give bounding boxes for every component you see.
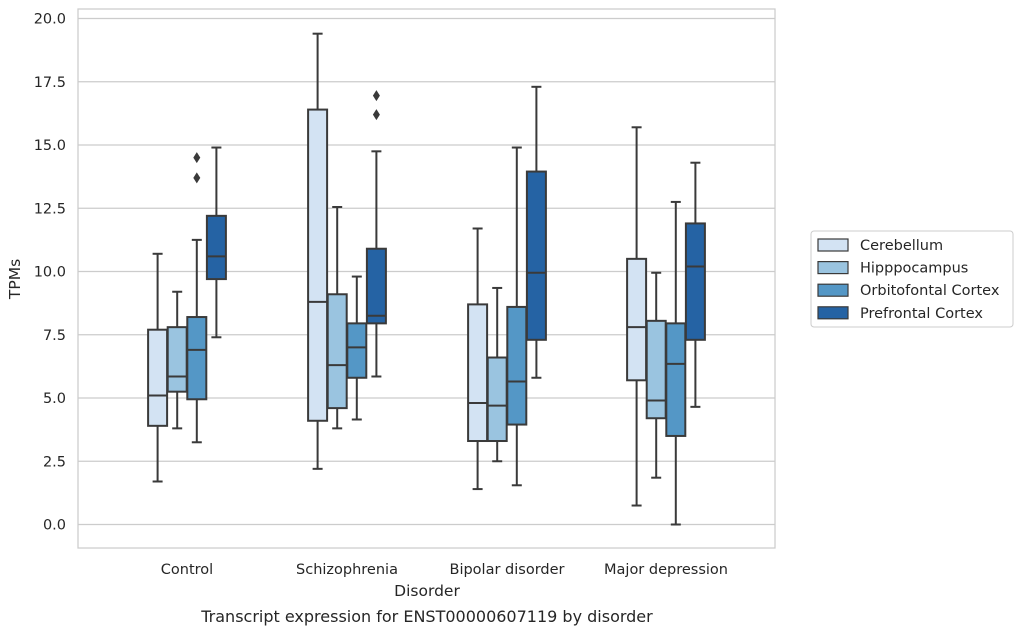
box-body — [365, 247, 387, 325]
legend-label: Cerebellum — [860, 238, 943, 254]
box-body — [684, 222, 706, 341]
box-body — [326, 293, 348, 410]
box-body — [205, 214, 227, 281]
box-hipppocampus — [645, 271, 667, 479]
outlier-point — [193, 152, 201, 164]
box-cerebellum — [467, 227, 489, 491]
box-body — [166, 326, 188, 393]
y-tick-label: 2.5 — [43, 454, 66, 470]
y-tick-label: 12.5 — [34, 201, 66, 217]
legend-swatch — [817, 283, 849, 297]
box-prefrontal-cortex — [365, 90, 387, 378]
box-hipppocampus — [326, 205, 348, 430]
box-body — [525, 170, 547, 341]
box-body — [147, 328, 169, 427]
box-body — [626, 257, 648, 382]
box-prefrontal-cortex — [684, 161, 706, 408]
x-tick-label: Schizophrenia — [296, 562, 398, 578]
gridlines — [78, 17, 775, 526]
chart-caption: Transcript expression for ENST0000060711… — [200, 607, 653, 626]
x-tick-labels: Control Schizophrenia Bipolar disorder Majo… — [161, 562, 728, 578]
outlier-point — [193, 172, 201, 184]
box-prefrontal-cortex — [525, 85, 547, 379]
y-tick-label: 10.0 — [34, 265, 66, 281]
legend-frame — [810, 230, 1014, 328]
y-tick-label: 7.5 — [43, 328, 66, 344]
legend-swatch — [817, 306, 849, 320]
box-orbitofontal-cortex — [186, 152, 208, 444]
box-cerebellum — [147, 252, 169, 483]
outlier-point — [372, 90, 380, 102]
y-tick-label: 20.0 — [34, 12, 66, 28]
box-body — [506, 305, 528, 426]
boxes — [147, 32, 706, 526]
outlier-point — [372, 109, 380, 121]
y-tick-label: 5.0 — [43, 391, 66, 407]
y-tick-labels: 0.0 2.5 5.0 7.5 10.0 12.5 15.0 17.5 20.0 — [34, 12, 66, 534]
legend-swatch — [817, 238, 849, 252]
y-tick-label: 0.0 — [43, 518, 66, 534]
legend-label: Hipppocampus — [860, 261, 968, 277]
box-body — [346, 322, 368, 379]
box-orbitofontal-cortex — [506, 146, 528, 487]
box-hipppocampus — [486, 286, 508, 463]
box-body — [665, 322, 687, 437]
box-prefrontal-cortex — [205, 146, 227, 339]
legend-items: Cerebellum Hipppocampus Orbitofontal Corte… — [817, 238, 1000, 322]
box-orbitofontal-cortex — [346, 275, 368, 421]
box-body — [307, 108, 329, 422]
x-axis-title: Disorder — [394, 582, 460, 600]
legend: Cerebellum Hipppocampus Orbitofontal Corte… — [810, 230, 1014, 328]
box-body — [486, 356, 508, 443]
x-tick-label: Bipolar disorder — [450, 562, 565, 578]
x-tick-label: Control — [161, 562, 213, 578]
y-tick-label: 15.0 — [34, 138, 66, 154]
plot-frame — [77, 8, 776, 549]
box-body — [467, 303, 489, 443]
y-tick-label: 17.5 — [34, 75, 66, 91]
legend-label: Orbitofontal Cortex — [860, 283, 1000, 299]
legend-swatch — [817, 261, 849, 275]
box-body — [186, 316, 208, 401]
x-tick-label: Major depression — [604, 562, 728, 578]
box-cerebellum — [626, 126, 648, 507]
box-orbitofontal-cortex — [665, 200, 687, 526]
box-cerebellum — [307, 32, 329, 470]
legend-label: Prefrontal Cortex — [860, 306, 983, 322]
box-body — [645, 319, 667, 420]
y-axis-title: TPMs — [6, 259, 24, 300]
box-hipppocampus — [166, 290, 188, 430]
